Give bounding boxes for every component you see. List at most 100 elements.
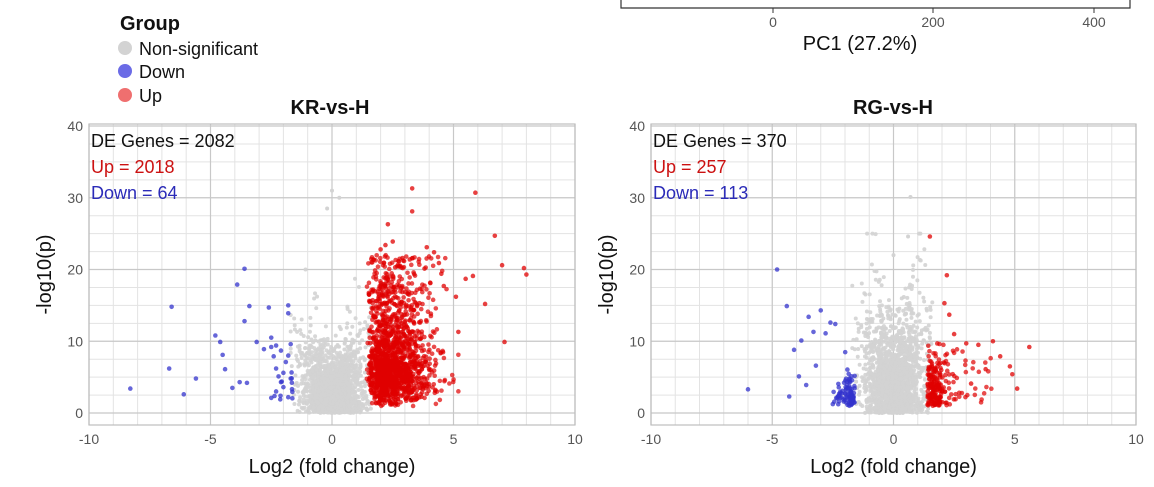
point-up — [406, 348, 411, 353]
point-nonsig — [355, 347, 360, 352]
point-up — [416, 256, 422, 262]
point-nonsig — [850, 346, 855, 351]
point-nonsig — [913, 334, 918, 339]
point-up — [385, 221, 391, 227]
point-nonsig — [362, 357, 367, 362]
point-nonsig — [887, 358, 892, 363]
point-up — [374, 252, 379, 258]
point-up — [470, 273, 476, 279]
point-up — [396, 359, 402, 365]
point-up — [418, 380, 424, 386]
point-nonsig — [906, 330, 911, 335]
point-down — [276, 374, 281, 379]
point-up — [404, 380, 410, 386]
point-up — [370, 380, 375, 386]
x-tick-label: 5 — [1011, 431, 1019, 447]
point-nonsig — [913, 359, 918, 364]
point-up — [396, 278, 402, 284]
point-up — [409, 209, 415, 214]
point-up — [397, 274, 403, 279]
point-up — [412, 364, 418, 370]
point-up — [365, 340, 370, 346]
point-up — [430, 297, 436, 303]
point-nonsig — [875, 313, 880, 318]
point-nonsig — [348, 331, 353, 336]
point-nonsig — [336, 409, 341, 414]
point-up — [418, 306, 424, 312]
point-down — [242, 266, 247, 272]
point-up — [439, 388, 444, 393]
point-nonsig — [323, 353, 328, 358]
point-up — [437, 378, 443, 384]
point-nonsig — [313, 378, 318, 383]
point-up — [373, 335, 379, 341]
point-up — [369, 287, 374, 293]
point-up — [439, 271, 444, 277]
point-up — [369, 353, 374, 359]
point-up — [401, 364, 407, 369]
point-nonsig — [874, 382, 879, 387]
point-up — [389, 316, 394, 322]
point-nonsig — [911, 263, 916, 268]
point-down — [288, 376, 293, 381]
point-up — [412, 339, 417, 345]
plot-frame — [88, 123, 576, 426]
point-nonsig — [314, 383, 319, 388]
point-up — [409, 352, 414, 357]
point-up — [424, 256, 429, 261]
point-up — [368, 362, 374, 368]
point-nonsig — [927, 336, 932, 341]
point-up — [369, 390, 375, 396]
point-up — [428, 280, 433, 286]
point-nonsig — [324, 348, 329, 353]
point-up — [414, 388, 420, 393]
pca-tick-label: 0 — [769, 14, 777, 30]
point-nonsig — [361, 326, 366, 331]
point-up — [451, 377, 456, 382]
point-up — [382, 254, 388, 259]
point-down — [193, 376, 199, 381]
point-nonsig — [334, 378, 339, 383]
point-nonsig — [311, 365, 316, 370]
point-nonsig — [917, 257, 922, 262]
point-nonsig — [913, 319, 918, 324]
point-nonsig — [332, 348, 337, 353]
point-up — [409, 186, 415, 191]
point-down — [128, 386, 133, 391]
point-up — [398, 289, 403, 294]
point-nonsig — [312, 396, 317, 401]
point-nonsig — [306, 335, 311, 340]
point-up — [421, 374, 426, 380]
point-up — [406, 297, 411, 303]
point-nonsig — [347, 309, 352, 314]
point-nonsig — [337, 195, 342, 200]
point-up — [412, 333, 417, 339]
x-tick-label: 10 — [1128, 431, 1144, 447]
point-up — [385, 380, 391, 386]
point-nonsig — [313, 352, 318, 357]
point-up — [375, 377, 380, 383]
point-up — [389, 290, 394, 295]
point-nonsig — [329, 385, 334, 390]
point-nonsig — [863, 362, 868, 367]
point-up — [424, 319, 429, 324]
point-up — [402, 345, 407, 350]
point-up — [383, 275, 388, 281]
point-up — [407, 387, 412, 393]
point-nonsig — [335, 401, 340, 406]
point-nonsig — [326, 389, 331, 394]
point-down — [273, 343, 279, 348]
point-up — [384, 341, 390, 346]
y-tick-label: 0 — [637, 405, 645, 421]
point-nonsig — [295, 359, 300, 364]
pca-frame — [620, 0, 1131, 9]
point-up — [435, 254, 441, 260]
point-up — [382, 264, 388, 269]
point-nonsig — [346, 345, 351, 350]
point-nonsig — [303, 346, 308, 351]
point-nonsig — [893, 325, 898, 330]
point-nonsig — [325, 342, 330, 347]
point-up — [424, 287, 429, 292]
point-nonsig — [309, 337, 314, 342]
point-nonsig — [316, 381, 321, 386]
